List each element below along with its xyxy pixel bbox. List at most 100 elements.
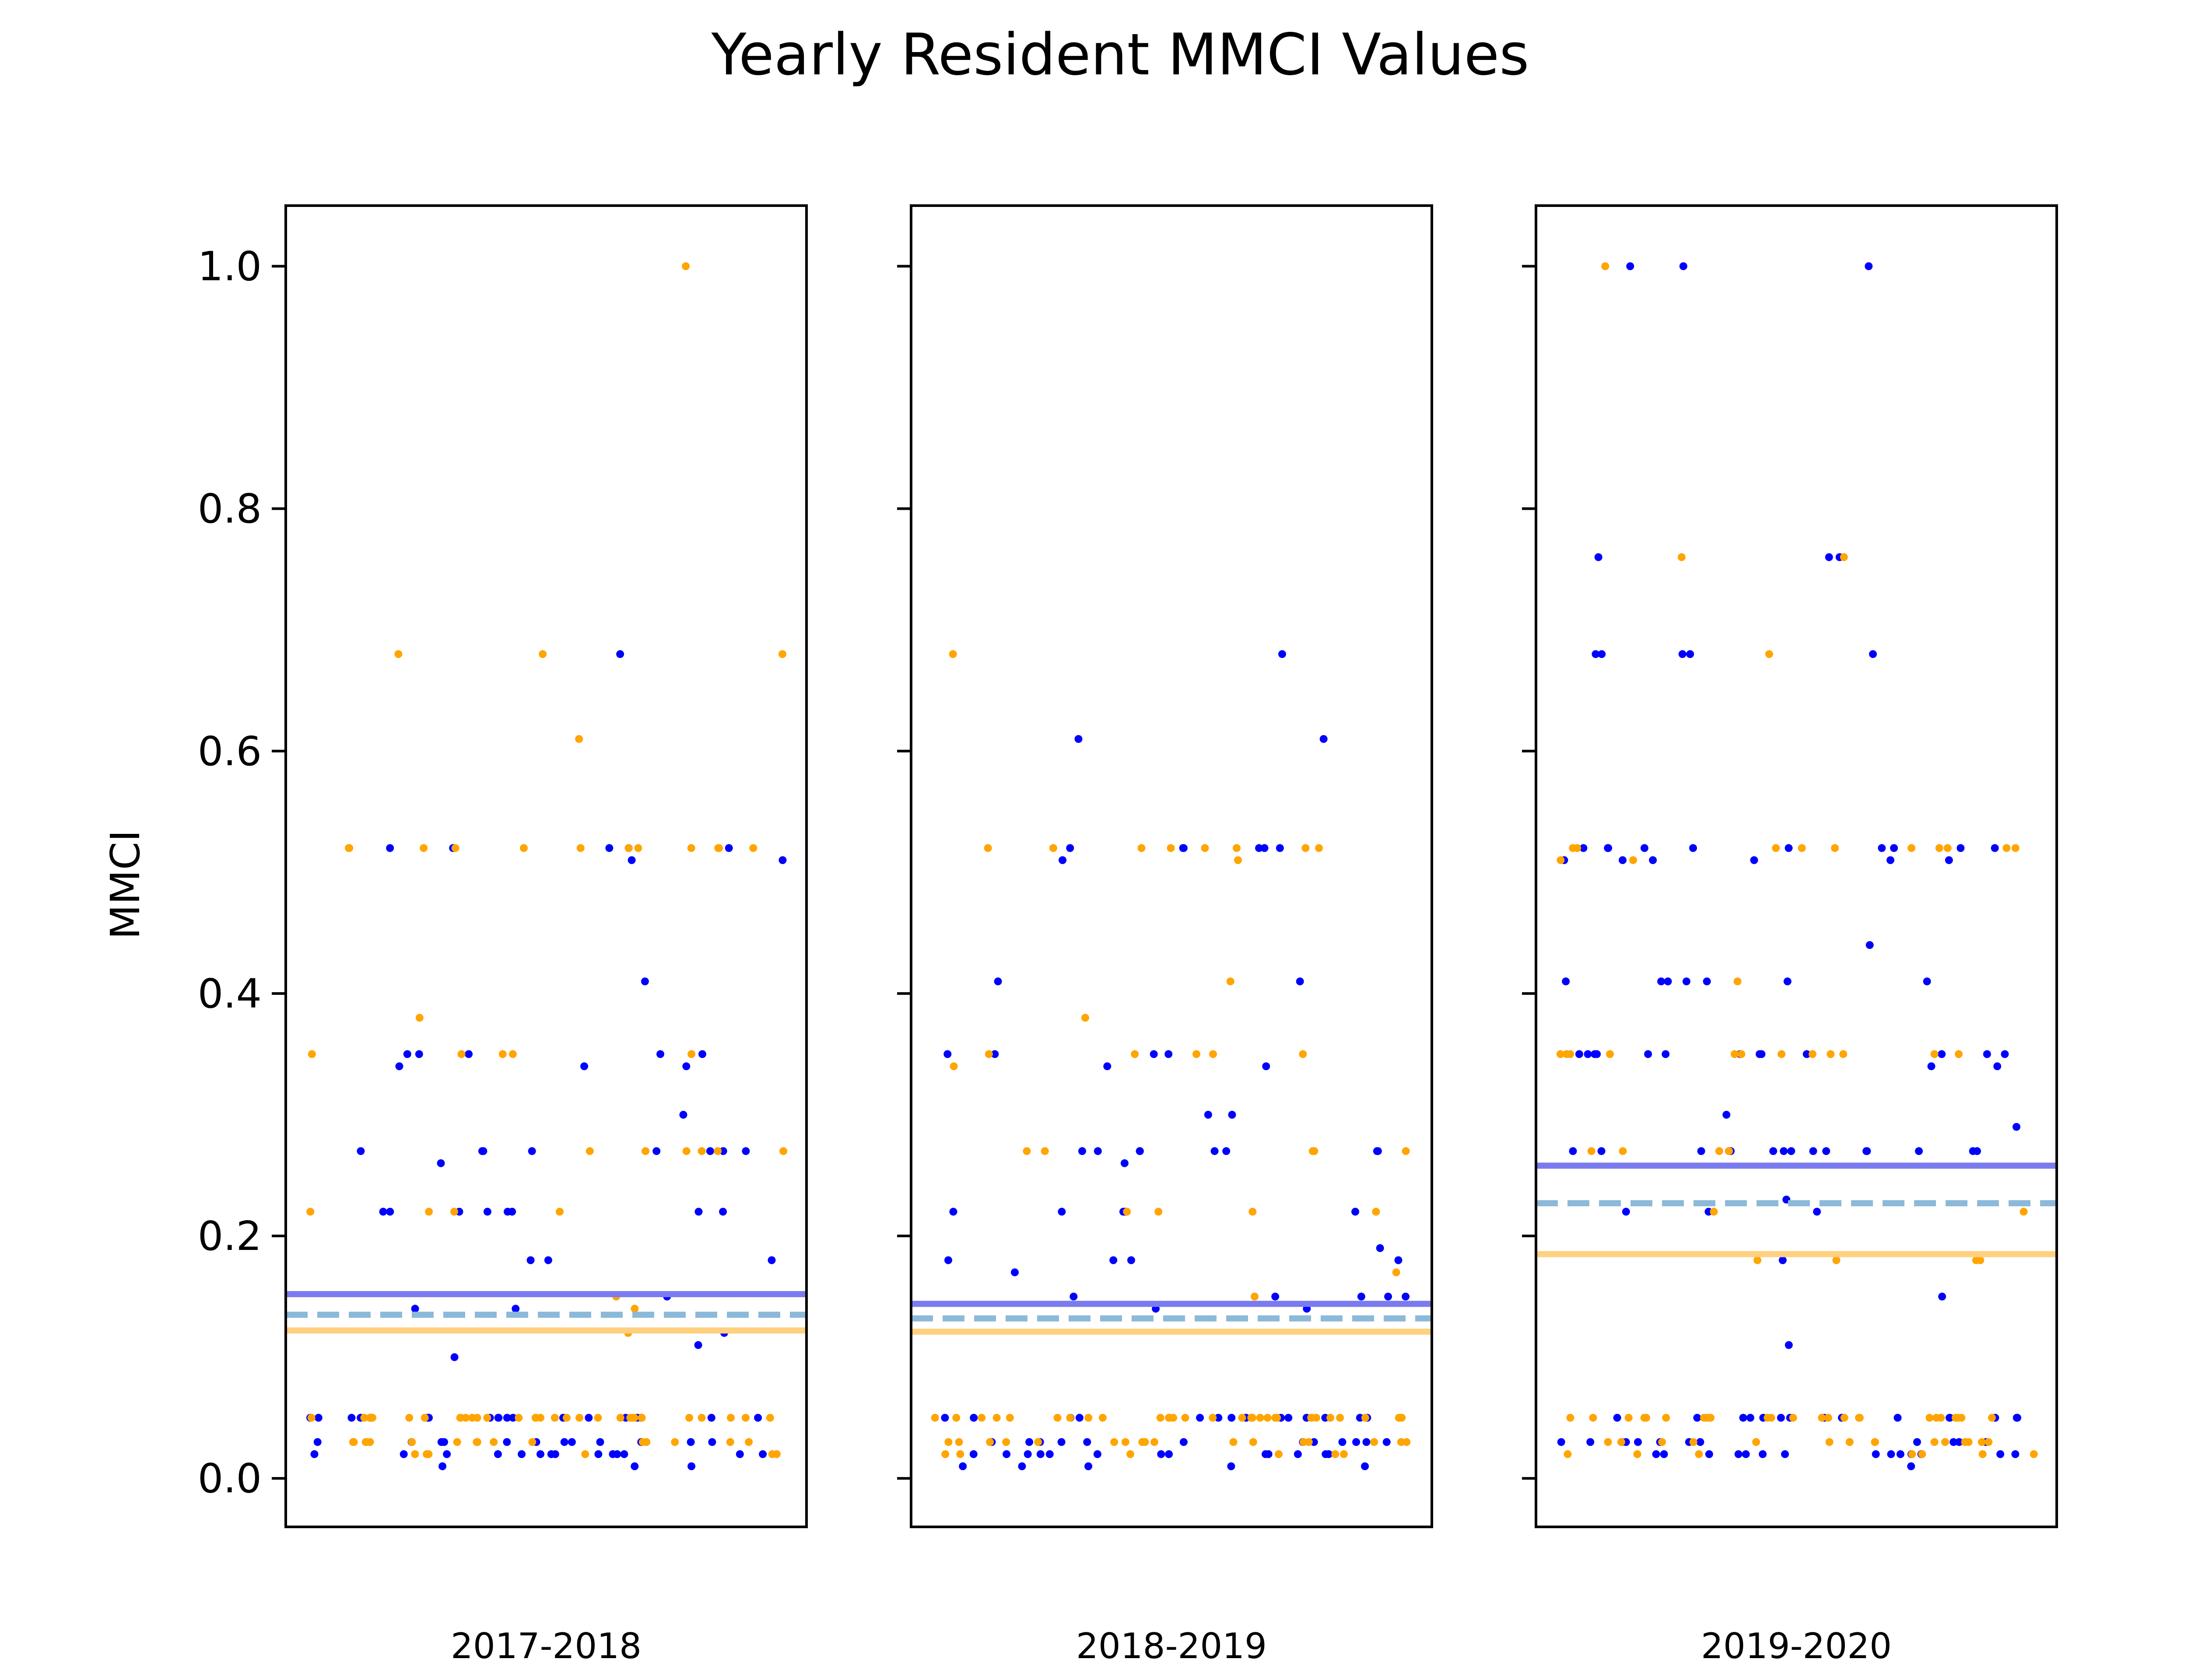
panel-label: 2017-2018 <box>451 1626 642 1666</box>
point-blue <box>1575 1050 1583 1058</box>
point-blue <box>1781 1450 1789 1458</box>
point-blue <box>991 1050 999 1058</box>
point-orange <box>768 1450 776 1458</box>
point-orange <box>992 1414 1001 1422</box>
point-orange <box>1831 844 1839 852</box>
point-blue <box>1271 1292 1280 1301</box>
point-orange <box>411 1450 419 1458</box>
point-blue <box>1357 1292 1365 1301</box>
point-orange <box>634 844 642 852</box>
point-blue <box>1074 735 1083 743</box>
point-blue <box>386 844 394 852</box>
point-orange <box>1871 1438 1879 1446</box>
point-blue <box>1586 1438 1595 1446</box>
point-orange <box>749 844 757 852</box>
point-blue <box>1686 650 1694 658</box>
point-blue <box>1179 844 1188 852</box>
point-orange <box>1402 1147 1410 1155</box>
point-blue <box>494 1414 503 1422</box>
point-blue <box>1351 1208 1360 1216</box>
point-orange <box>1978 1450 1987 1458</box>
point-blue <box>1785 1341 1793 1349</box>
point-blue <box>1294 1450 1302 1458</box>
point-blue <box>1557 1438 1565 1446</box>
panel-label: 2019-2020 <box>1701 1626 1892 1666</box>
point-orange <box>1587 1147 1595 1155</box>
point-blue <box>395 1062 403 1071</box>
point-orange <box>1006 1414 1014 1422</box>
point-blue <box>1382 1438 1391 1446</box>
point-orange <box>642 1147 650 1155</box>
point-blue <box>679 1111 687 1119</box>
point-orange <box>1925 1414 1934 1422</box>
point-orange <box>955 1438 963 1446</box>
point-blue <box>1227 1462 1235 1470</box>
point-blue <box>605 844 614 852</box>
point-blue <box>1652 1450 1660 1458</box>
point-orange <box>745 1438 753 1446</box>
point-blue <box>1276 844 1284 852</box>
point-orange <box>1181 1414 1189 1422</box>
point-blue <box>1025 1438 1034 1446</box>
point-orange <box>1053 1414 1062 1422</box>
point-orange <box>1978 1438 1986 1446</box>
point-orange <box>671 1438 679 1446</box>
point-blue <box>437 1438 445 1446</box>
point-blue <box>708 1438 716 1446</box>
point-blue <box>1657 977 1666 986</box>
point-orange <box>1273 1414 1281 1422</box>
point-orange <box>687 1050 696 1058</box>
point-orange <box>638 1438 647 1446</box>
point-orange <box>1121 1438 1129 1446</box>
point-orange <box>1640 1414 1648 1422</box>
point-orange <box>986 1438 994 1446</box>
point-blue <box>1759 1450 1767 1458</box>
point-blue <box>1783 977 1792 986</box>
point-orange <box>1617 1438 1625 1446</box>
point-orange <box>394 650 403 658</box>
panel-frame <box>910 204 1433 1528</box>
point-blue <box>1696 1438 1704 1446</box>
point-orange <box>1023 1147 1031 1155</box>
point-orange <box>456 1414 464 1422</box>
point-blue <box>1066 844 1074 852</box>
point-blue <box>465 1050 473 1058</box>
point-orange <box>1238 1414 1246 1422</box>
point-blue <box>1915 1147 1923 1155</box>
point-orange <box>1308 1414 1316 1422</box>
point-blue <box>314 1414 323 1422</box>
point-blue <box>1078 1147 1086 1155</box>
point-blue <box>518 1450 526 1458</box>
point-blue <box>1778 1256 1787 1264</box>
point-blue <box>694 1341 702 1349</box>
point-orange <box>984 844 992 852</box>
point-orange <box>1336 1414 1344 1422</box>
point-orange <box>727 1414 735 1422</box>
point-orange <box>1098 1414 1107 1422</box>
point-blue <box>1214 1414 1223 1422</box>
point-blue <box>682 1062 691 1071</box>
point-orange <box>1123 1208 1131 1216</box>
point-blue <box>1662 1050 1670 1058</box>
point-blue <box>450 1353 459 1362</box>
point-orange <box>508 1050 517 1058</box>
point-blue <box>1945 856 1953 864</box>
point-blue <box>1584 1050 1592 1058</box>
point-orange <box>1310 1147 1318 1155</box>
point-blue <box>551 1450 559 1458</box>
point-orange <box>956 1450 964 1458</box>
point-orange <box>1601 262 1609 270</box>
point-orange <box>1049 844 1057 852</box>
point-orange <box>405 1414 414 1422</box>
point-orange <box>1954 1414 1962 1422</box>
point-blue <box>656 1050 664 1058</box>
point-orange <box>483 1414 491 1422</box>
point-orange <box>779 1147 788 1155</box>
point-blue <box>479 1147 487 1155</box>
point-orange <box>1840 553 1848 561</box>
point-blue <box>580 1062 589 1071</box>
point-blue <box>1825 553 1833 561</box>
point-blue <box>1660 1450 1668 1458</box>
point-orange <box>1397 1438 1405 1446</box>
